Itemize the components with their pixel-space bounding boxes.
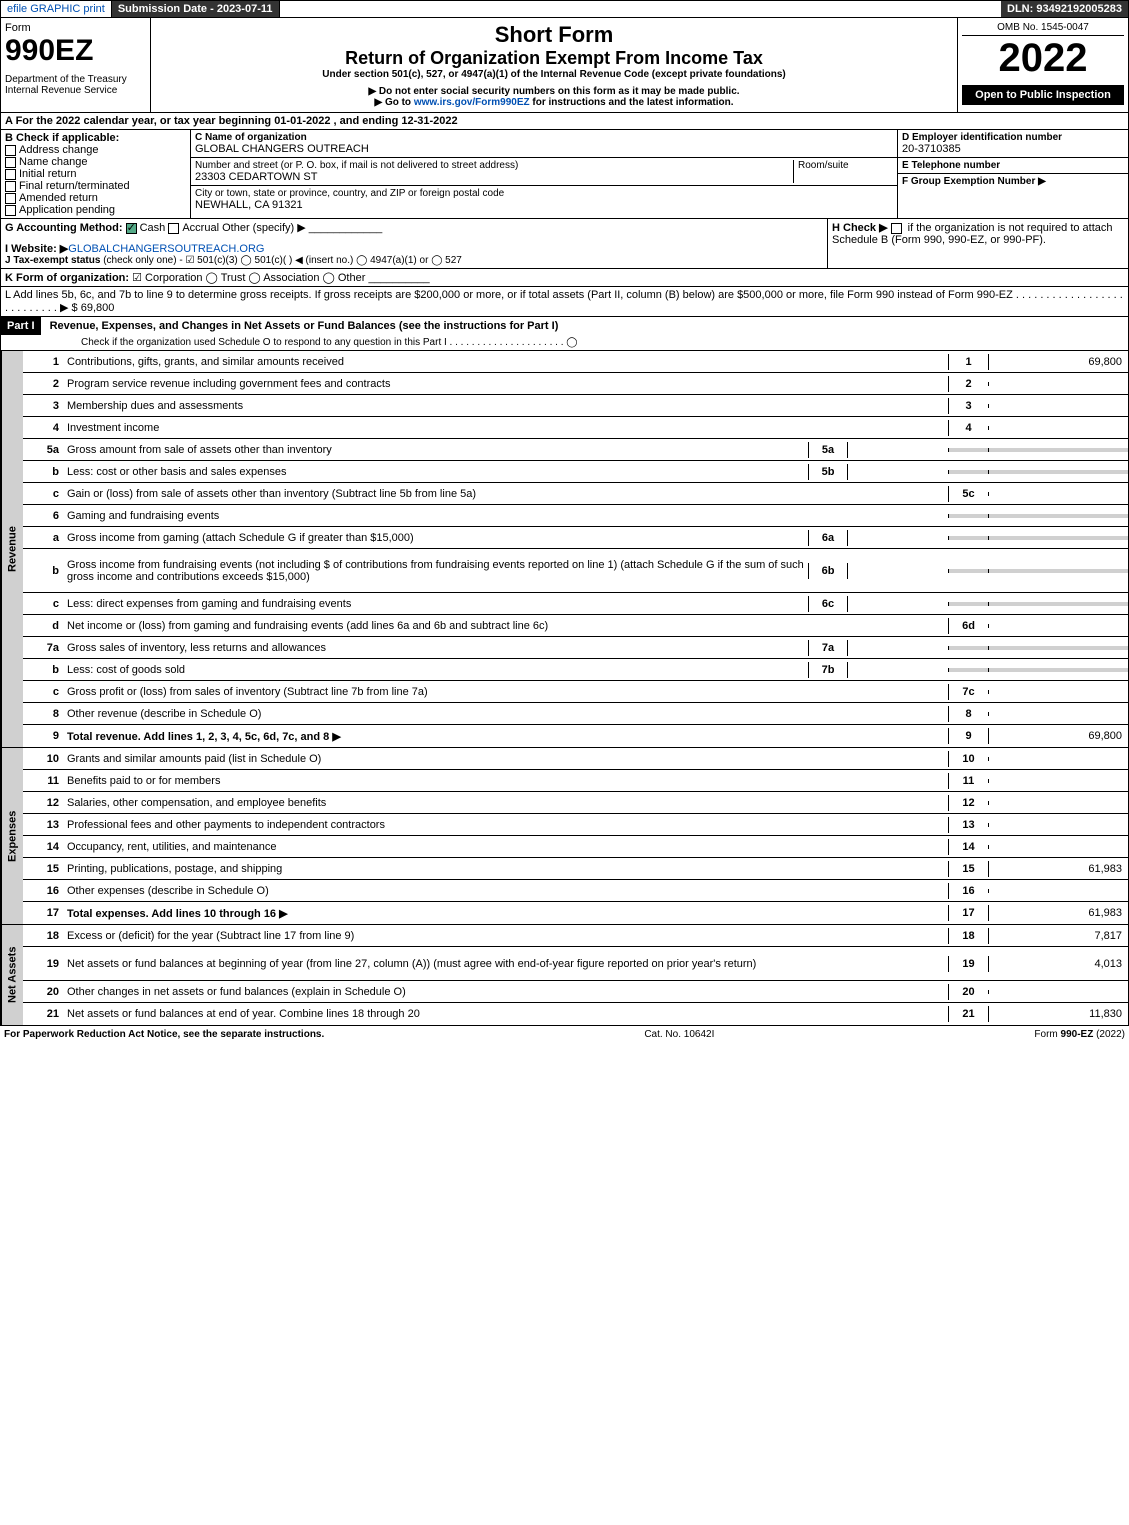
ein: 20-3710385 [902, 143, 1124, 155]
title-short-form: Short Form [155, 22, 953, 48]
revenue-lines: 1Contributions, gifts, grants, and simil… [23, 351, 1128, 747]
irs-link[interactable]: www.irs.gov/Form990EZ [414, 97, 530, 108]
expenses-vlabel: Expenses [1, 748, 23, 924]
org-city: NEWHALL, CA 91321 [195, 199, 893, 211]
efile-link[interactable]: efile GRAPHIC print [1, 1, 112, 17]
header-left: Form 990EZ Department of the Treasury In… [1, 18, 151, 112]
section-g: G Accounting Method: Cash Accrual Other … [1, 219, 828, 268]
cb-address[interactable]: Address change [5, 144, 186, 156]
val-15: 61,983 [988, 861, 1128, 877]
section-k-row: K Form of organization: ☑ Corporation ◯ … [0, 269, 1129, 287]
cb-amended[interactable]: Amended return [5, 192, 186, 204]
org-name: GLOBAL CHANGERS OUTREACH [195, 143, 893, 155]
header-center: Short Form Return of Organization Exempt… [151, 18, 958, 112]
j-label: J Tax-exempt status [5, 255, 100, 266]
part1-header-row: Part I Revenue, Expenses, and Changes in… [0, 317, 1129, 351]
c-addr-label: Number and street (or P. O. box, if mail… [195, 160, 793, 171]
efile-text[interactable]: efile GRAPHIC print [7, 3, 105, 15]
netassets-vlabel: Net Assets [1, 925, 23, 1025]
cb-accrual[interactable] [168, 223, 179, 234]
val-9: 69,800 [988, 728, 1128, 744]
i-label: I Website: ▶ [5, 243, 68, 255]
form-number: 990EZ [5, 34, 146, 68]
form-label: Form [5, 22, 146, 34]
expenses-block: Expenses 10Grants and similar amounts pa… [0, 748, 1129, 925]
warn1: ▶ Do not enter social security numbers o… [155, 86, 953, 97]
warn2: ▶ Go to www.irs.gov/Form990EZ for instru… [155, 97, 953, 108]
org-street: 23303 CEDARTOWN ST [195, 171, 793, 183]
footer-left: For Paperwork Reduction Act Notice, see … [4, 1029, 324, 1040]
submission-date: Submission Date - 2023-07-11 [112, 1, 280, 17]
footer-right: Form 990-EZ (2022) [1034, 1029, 1125, 1040]
k-text: ☑ Corporation ◯ Trust ◯ Association ◯ Ot… [132, 272, 365, 284]
netassets-block: Net Assets 18Excess or (deficit) for the… [0, 925, 1129, 1026]
cb-initial[interactable]: Initial return [5, 168, 186, 180]
section-h: H Check ▶ if the organization is not req… [828, 219, 1128, 268]
revenue-vlabel: Revenue [1, 351, 23, 747]
k-label: K Form of organization: [5, 272, 129, 284]
e-label: E Telephone number [902, 160, 1124, 171]
val-17: 61,983 [988, 905, 1128, 921]
footer-center: Cat. No. 10642I [644, 1029, 714, 1040]
d-label: D Employer identification number [902, 132, 1124, 143]
cb-h[interactable] [891, 223, 902, 234]
section-bcd-row: B Check if applicable: Address change Na… [0, 130, 1129, 219]
form-header: Form 990EZ Department of the Treasury In… [0, 18, 1129, 113]
c-city-label: City or town, state or province, country… [195, 188, 893, 199]
page-footer: For Paperwork Reduction Act Notice, see … [0, 1026, 1129, 1043]
tax-year: 2022 [962, 36, 1124, 81]
title-return: Return of Organization Exempt From Incom… [155, 48, 953, 69]
section-gh-row: G Accounting Method: Cash Accrual Other … [0, 219, 1129, 269]
val-18: 7,817 [988, 928, 1128, 944]
section-b: B Check if applicable: Address change Na… [1, 130, 191, 218]
open-inspection: Open to Public Inspection [962, 85, 1124, 105]
section-a: A For the 2022 calendar year, or tax yea… [0, 113, 1129, 130]
c-name-label: C Name of organization [195, 132, 893, 143]
g-label: G Accounting Method: [5, 222, 123, 234]
dept: Department of the Treasury [5, 74, 146, 85]
cb-pending[interactable]: Application pending [5, 204, 186, 216]
part1-title: Revenue, Expenses, and Changes in Net As… [44, 320, 559, 332]
omb: OMB No. 1545-0047 [962, 22, 1124, 36]
section-l-row: L Add lines 5b, 6c, and 7b to line 9 to … [0, 287, 1129, 317]
part1-label: Part I [1, 317, 41, 335]
val-19: 4,013 [988, 956, 1128, 972]
revenue-block: Revenue 1Contributions, gifts, grants, a… [0, 351, 1129, 748]
section-def: D Employer identification number 20-3710… [898, 130, 1128, 218]
l-amount: ▶ $ 69,800 [60, 302, 114, 314]
website-link[interactable]: GLOBALCHANGERSOUTREACH.ORG [68, 243, 264, 255]
f-label: F Group Exemption Number ▶ [902, 176, 1124, 187]
topbar: efile GRAPHIC print Submission Date - 20… [0, 0, 1129, 18]
val-1: 69,800 [988, 354, 1128, 370]
expenses-lines: 10Grants and similar amounts paid (list … [23, 748, 1128, 924]
cb-cash[interactable] [126, 223, 137, 234]
section-b-label: B Check if applicable: [5, 132, 186, 144]
val-21: 11,830 [988, 1006, 1128, 1022]
irs: Internal Revenue Service [5, 85, 146, 96]
section-c: C Name of organization GLOBAL CHANGERS O… [191, 130, 898, 218]
cb-name[interactable]: Name change [5, 156, 186, 168]
dln: DLN: 93492192005283 [1001, 1, 1128, 17]
netassets-lines: 18Excess or (deficit) for the year (Subt… [23, 925, 1128, 1025]
l-text: L Add lines 5b, 6c, and 7b to line 9 to … [5, 289, 1013, 301]
room-label: Room/suite [798, 160, 893, 171]
part1-check-text: Check if the organization used Schedule … [81, 337, 447, 348]
subtitle: Under section 501(c), 527, or 4947(a)(1)… [155, 69, 953, 80]
part1-check-box[interactable]: ◯ [566, 337, 577, 348]
h-label: H Check ▶ [832, 222, 888, 234]
header-right: OMB No. 1545-0047 2022 Open to Public In… [958, 18, 1128, 112]
cb-final[interactable]: Final return/terminated [5, 180, 186, 192]
